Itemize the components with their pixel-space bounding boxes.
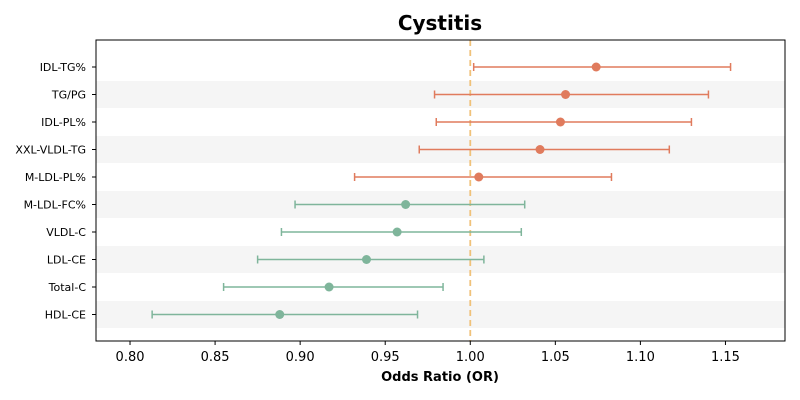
forest-row <box>418 145 671 154</box>
forest-row <box>433 90 710 99</box>
x-tick-label: 0.85 <box>201 350 230 365</box>
y-axis: IDL-TG% TG/PG IDL-PL% XXL-VLDL-TG M-LDL-PL% M… <box>15 61 96 322</box>
x-tick-label: 0.90 <box>286 350 315 365</box>
x-tick-label: 1.15 <box>711 350 740 365</box>
forest-row <box>280 227 523 237</box>
or-point <box>392 227 402 237</box>
plot-frame <box>95 39 786 342</box>
y-tick-label: IDL-PL% <box>41 116 86 129</box>
or-point <box>591 62 601 72</box>
forest-rows <box>151 62 732 319</box>
forest-row <box>256 255 485 264</box>
x-axis-label: Odds Ratio (OR) <box>381 370 499 385</box>
x-tick-label: 1.10 <box>626 350 655 365</box>
chart-title: Cystitis <box>398 11 482 35</box>
x-axis: 0.80 0.85 0.90 0.95 1.00 1.05 1.10 1.15 <box>116 341 740 365</box>
or-point <box>474 172 484 182</box>
or-point <box>275 310 285 319</box>
or-point <box>535 145 545 154</box>
forest-row <box>222 282 444 292</box>
or-point <box>555 117 565 127</box>
x-tick-label: 0.80 <box>116 350 145 365</box>
y-tick-label: XXL-VLDL-TG <box>15 144 86 157</box>
y-tick-label: IDL-TG% <box>40 61 86 74</box>
x-tick-label: 0.95 <box>371 350 400 365</box>
forest-row <box>472 62 732 72</box>
x-tick-label: 1.00 <box>456 350 485 365</box>
x-tick-label: 1.05 <box>541 350 570 365</box>
y-tick-label: Total-C <box>48 281 87 294</box>
forest-row <box>151 310 419 319</box>
y-tick-label: M-LDL-FC% <box>24 199 86 212</box>
forest-row <box>353 172 613 182</box>
y-tick-label: VLDL-C <box>46 226 86 239</box>
y-tick-label: M-LDL-PL% <box>25 171 86 184</box>
y-tick-label: LDL-CE <box>47 254 86 267</box>
y-tick-label: TG/PG <box>51 89 86 102</box>
or-point <box>401 200 411 209</box>
forest-row <box>294 200 526 209</box>
or-point <box>561 90 571 99</box>
y-tick-label: HDL-CE <box>45 309 86 322</box>
or-point <box>324 282 334 292</box>
or-point <box>361 255 371 264</box>
forest-row <box>435 117 693 127</box>
